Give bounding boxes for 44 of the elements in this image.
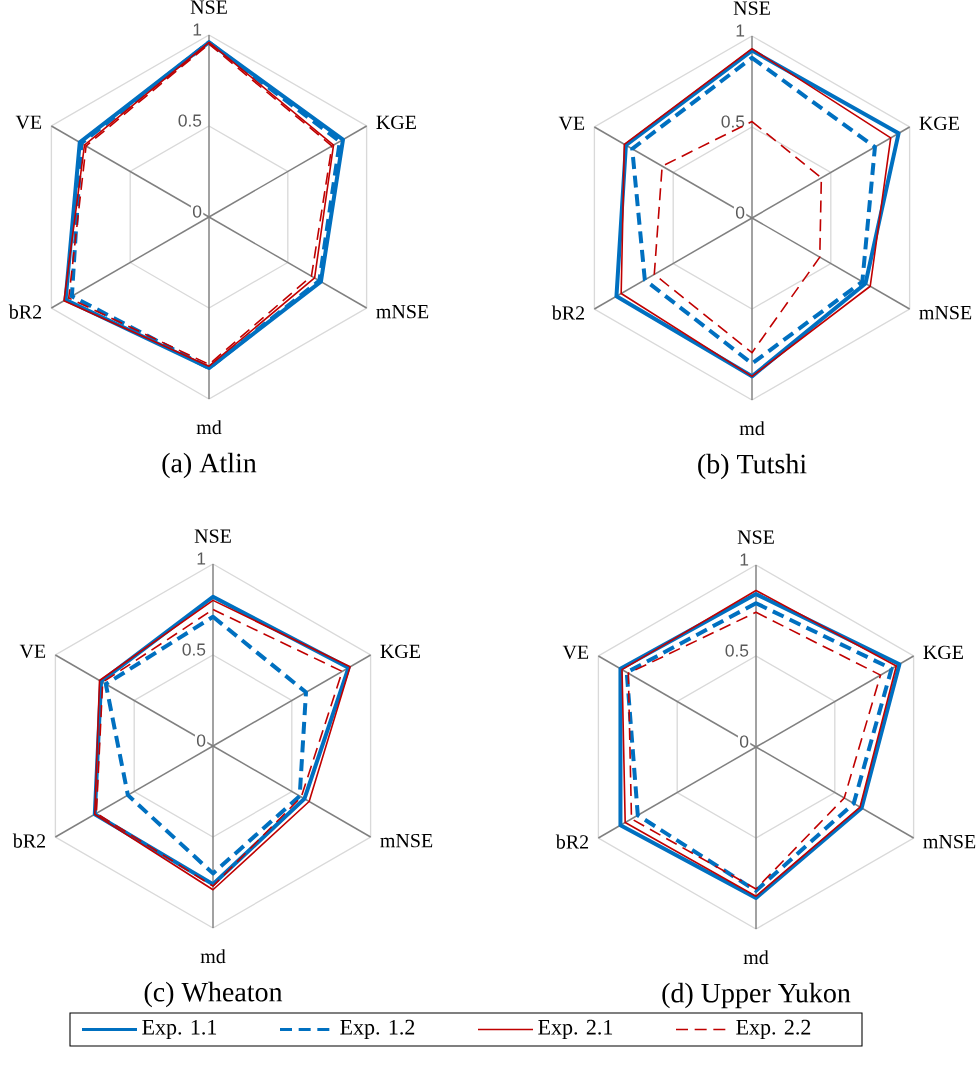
spoke-label: VE — [562, 645, 589, 660]
y-tick-label: 1 — [197, 552, 206, 565]
y-tick-label: 0.5 — [721, 115, 745, 128]
spoke-label: KGE — [376, 115, 416, 130]
y-tick-label: 0 — [196, 734, 206, 747]
spoke-label: bR2 — [551, 305, 585, 320]
spoke-label: KGE — [380, 644, 420, 659]
spoke-label: md — [200, 949, 226, 964]
legend-label: Exp. 1.2 — [340, 1019, 415, 1040]
spoke-label: KGE — [923, 645, 963, 660]
y-tick-label: 0 — [735, 206, 745, 219]
spoke-label: bR2 — [8, 304, 42, 319]
legend-label: Exp. 1.1 — [142, 1019, 217, 1040]
y-tick-label: 1 — [736, 24, 745, 37]
spoke-label: mNSE — [923, 834, 976, 849]
y-tick-label: 0 — [192, 205, 202, 218]
text: (a) Atlin — [162, 452, 257, 479]
spoke-label: VE — [558, 116, 585, 131]
spoke-label: NSE — [733, 1, 770, 15]
y-tick-label: 0.5 — [725, 644, 749, 657]
spoke-label: mNSE — [380, 833, 433, 848]
spoke-label: bR2 — [555, 834, 589, 849]
y-tick-label: 1 — [740, 553, 749, 566]
spoke-label: NSE — [190, 0, 227, 14]
y-tick-label: 1 — [193, 23, 202, 36]
y-tick-label: 0 — [739, 735, 749, 748]
spoke-label: NSE — [737, 530, 774, 544]
spoke-label: md — [743, 950, 769, 965]
text: (d) Upper Yukon — [662, 982, 851, 1009]
spoke-label: VE — [19, 644, 46, 659]
spoke-label: md — [739, 421, 765, 436]
spoke-label: KGE — [919, 116, 959, 131]
spoke-label: VE — [15, 115, 42, 130]
text: (b) Tutshi — [698, 453, 807, 480]
text: (c) Wheaton — [144, 981, 283, 1008]
y-tick-label: 0.5 — [182, 643, 206, 656]
spoke-label: mNSE — [376, 304, 429, 319]
spoke-label: bR2 — [12, 833, 46, 848]
y-tick-label: 0.5 — [178, 114, 202, 127]
legend-label: Exp. 2.1 — [538, 1019, 613, 1040]
legend-label: Exp. 2.2 — [736, 1019, 811, 1040]
spoke-label: md — [196, 420, 222, 435]
spoke-label: NSE — [194, 529, 231, 543]
spoke-label: mNSE — [919, 305, 972, 320]
